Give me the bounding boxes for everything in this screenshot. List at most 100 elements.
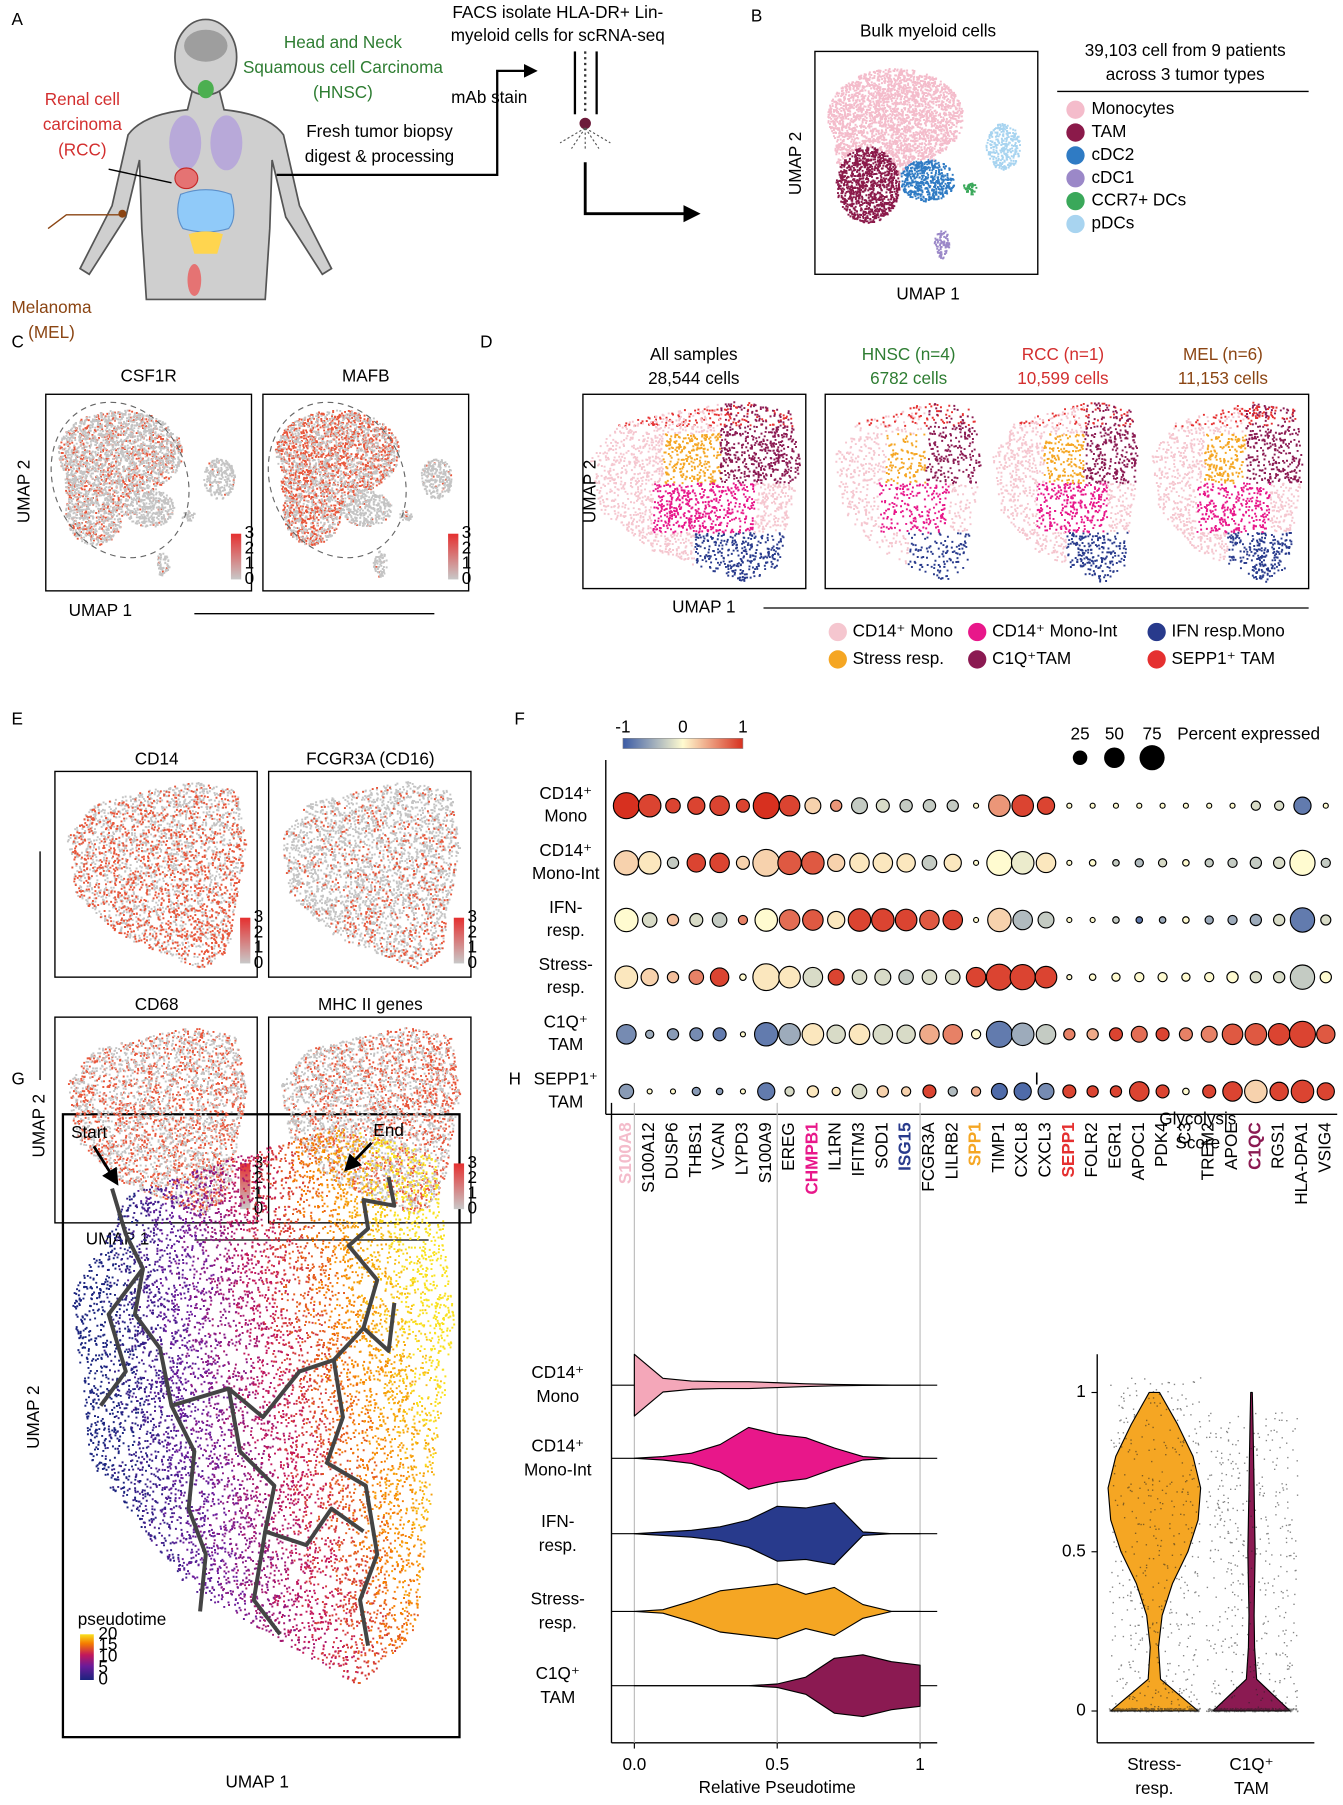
dot: [1249, 856, 1263, 870]
dot: [1316, 1082, 1335, 1101]
dot: [691, 1086, 701, 1097]
rcc-label: carcinoma: [43, 114, 122, 134]
dot: [753, 1022, 779, 1047]
dot: [874, 968, 892, 986]
gene-label: S100A9: [755, 1122, 775, 1183]
gene-label: LYPD3: [731, 1122, 751, 1175]
umap-points: [652, 482, 756, 534]
row-label: C1Q⁺: [544, 1011, 588, 1031]
plot-title: 10,599 cells: [1017, 368, 1108, 388]
dot: [1181, 972, 1191, 982]
rcc-label: (RCC): [58, 139, 107, 159]
dot: [990, 1082, 1008, 1100]
dot: [1063, 1028, 1076, 1041]
colorbar-label: 1: [245, 553, 255, 573]
gene-label: EREG: [778, 1122, 798, 1171]
umap-points: [281, 1027, 460, 1215]
facs-label: FACS isolate HLA-DR+ Lin-: [452, 2, 663, 22]
dot: [778, 965, 801, 989]
dot: [1182, 1087, 1190, 1096]
dot: [1272, 856, 1286, 870]
umap-points: [1174, 401, 1297, 428]
plot-title: CD14: [135, 749, 179, 769]
dot: [1289, 849, 1316, 876]
dot: [1229, 802, 1236, 809]
colorbar-label: 20: [98, 1623, 117, 1643]
violin: [633, 1426, 921, 1490]
dot: [872, 852, 894, 874]
colorbar: [453, 917, 465, 964]
dot: [1226, 970, 1239, 984]
trajectory: [170, 1302, 397, 1420]
dot: [644, 1029, 655, 1039]
size-legend-title: Percent expressed: [1177, 723, 1320, 743]
dot: [739, 1088, 747, 1095]
gene-label: APOE: [1221, 1122, 1241, 1170]
colorbar-label: 0: [462, 568, 472, 588]
colorbar-label: 0: [468, 1198, 478, 1218]
umap-points: [72, 1192, 156, 1539]
dot: [947, 1086, 958, 1097]
colorbar-title: pseudotime: [78, 1609, 167, 1629]
dot: [1273, 800, 1285, 811]
colorbar: [230, 533, 242, 580]
dot: [829, 799, 843, 812]
mel-label: (MEL): [28, 322, 75, 342]
colorbar: [80, 1634, 94, 1680]
umap-points: [59, 409, 235, 573]
colorbar-label: 2: [245, 537, 255, 557]
umap-points: [1082, 402, 1139, 485]
dot: [709, 852, 730, 874]
dot: [1289, 964, 1316, 990]
mel-label: Melanoma: [12, 297, 92, 317]
dot: [614, 965, 639, 989]
dot: [778, 909, 801, 931]
plot-title: Bulk myeloid cells: [860, 21, 996, 41]
legend-swatch: [1066, 100, 1085, 119]
hnsc-label: Squamous cell Carcinoma: [243, 57, 443, 77]
dot: [1319, 970, 1332, 984]
dot: [666, 970, 680, 984]
row-label: Mono: [536, 1386, 579, 1406]
dot: [1009, 964, 1036, 991]
colorbar-label: 0: [468, 952, 478, 972]
x-axis-label: UMAP 1: [69, 600, 132, 620]
dot: [922, 798, 937, 813]
row-label: CD14⁺: [531, 1362, 584, 1382]
dot: [1157, 971, 1168, 983]
colorbar-label: 10: [98, 1646, 117, 1666]
umap-points: [69, 782, 248, 969]
gene-label: CHMPB1: [801, 1122, 821, 1195]
dot: [1112, 802, 1120, 809]
dashed-outline: [267, 401, 407, 559]
row-label: Stress-: [539, 954, 593, 974]
legend-swatch: [1066, 146, 1085, 165]
dot: [1267, 1022, 1291, 1046]
plot-title: CSF1R: [121, 366, 177, 386]
y-tick-label: 1: [1076, 1381, 1086, 1401]
dot: [802, 966, 824, 988]
dot: [778, 1022, 801, 1046]
gene-label: TIMP1: [988, 1122, 1008, 1172]
gene-label: IFITM3: [848, 1122, 868, 1176]
dot: [1037, 1082, 1055, 1100]
colorbar-label: 3: [468, 906, 478, 926]
gene-label: PDK4: [1151, 1122, 1171, 1167]
dot: [1108, 1027, 1124, 1042]
dot: [752, 848, 781, 877]
dot: [709, 795, 730, 817]
dot: [1159, 802, 1166, 809]
panel-label: I: [1034, 1069, 1039, 1089]
x-axis-label: Relative Pseudotime: [699, 1777, 856, 1797]
dot: [1293, 796, 1312, 815]
gene-label: VSIG4: [1314, 1122, 1334, 1173]
dot: [1135, 916, 1144, 924]
dot: [965, 966, 987, 988]
violin: [633, 1654, 921, 1718]
dot: [1035, 1023, 1057, 1045]
dot: [943, 853, 962, 873]
dot: [1158, 916, 1167, 924]
dot: [1316, 1024, 1336, 1045]
colorbar-label: 1: [738, 717, 748, 737]
colorbar: [453, 1163, 465, 1210]
